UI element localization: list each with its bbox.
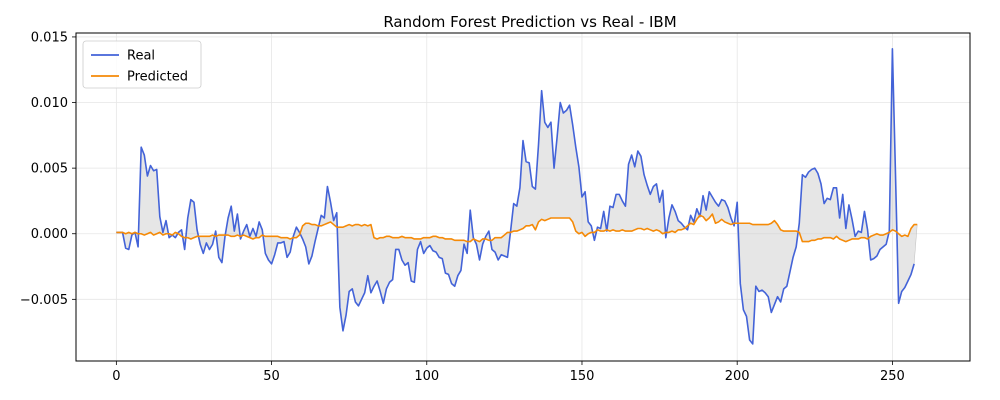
- series-line-predicted: [116, 213, 918, 243]
- y-tick-label: 0.010: [31, 96, 68, 111]
- series-lines: [116, 47, 918, 345]
- legend-label-predicted: Predicted: [127, 70, 188, 85]
- y-tick-label: 0.000: [31, 227, 68, 242]
- chart-title: Random Forest Prediction vs Real - IBM: [383, 13, 676, 31]
- x-tick-label: 50: [263, 369, 280, 384]
- plot-area-frame: [75, 32, 971, 362]
- x-tick-label: 0: [112, 369, 120, 384]
- legend: Real Predicted: [82, 40, 202, 89]
- x-axis: 0 50 100 150 200 250: [112, 361, 905, 384]
- y-tick-label: 0.015: [31, 30, 68, 45]
- x-tick-label: 100: [414, 369, 439, 384]
- series-line-real: [116, 47, 915, 345]
- legend-label-real: Real: [127, 49, 155, 64]
- x-tick-label: 200: [725, 369, 750, 384]
- y-tick-label: −0.005: [20, 293, 68, 308]
- y-axis: −0.005 0.000 0.005 0.010 0.015: [20, 30, 76, 308]
- y-tick-label: 0.005: [31, 162, 68, 177]
- x-tick-label: 150: [570, 369, 595, 384]
- x-tick-label: 250: [880, 369, 905, 384]
